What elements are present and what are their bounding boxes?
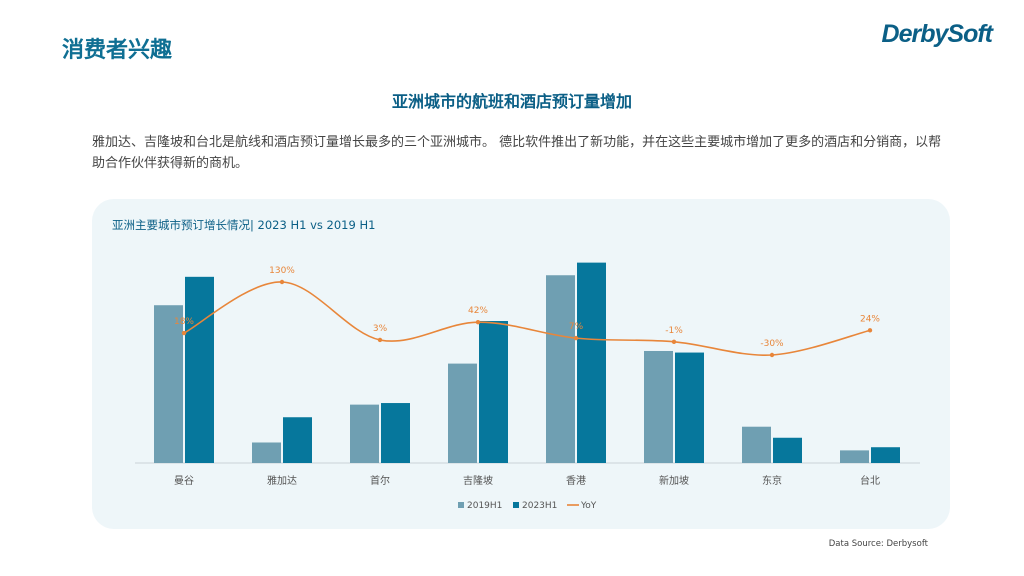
yoy-point <box>279 279 285 285</box>
description-text: 雅加达、吉隆坡和台北是航线和酒店预订量增长最多的三个亚洲城市。 德比软件推出了新… <box>92 135 942 171</box>
yoy-data-label: 3% <box>373 324 388 334</box>
yoy-point <box>377 337 383 343</box>
legend-label-2023h1: 2023H1 <box>522 501 557 511</box>
bar-2019h1 <box>644 350 673 463</box>
yoy-point <box>573 335 579 341</box>
section-subtitle: 亚洲城市的航班和酒店预订量增加 <box>391 92 632 111</box>
yoy-data-label: 7% <box>569 322 584 332</box>
x-tick-label: 雅加达 <box>267 474 297 487</box>
chart-title: 亚洲主要城市预订增长情况| 2023 H1 vs 2019 H1 <box>112 218 376 232</box>
legend-label-yoy: YoY <box>580 501 597 511</box>
legend-swatch-2019h1 <box>458 502 464 508</box>
bar-2023h1 <box>283 417 312 463</box>
yoy-point <box>867 328 873 333</box>
bar-2019h1 <box>448 363 477 463</box>
bar-2023h1 <box>381 403 410 463</box>
page-title: 消费者兴趣 <box>62 38 173 63</box>
bar-2019h1 <box>840 450 869 463</box>
x-tick-label: 曼谷 <box>174 475 194 487</box>
bar-2019h1 <box>546 275 575 463</box>
yoy-data-label: 18% <box>174 317 194 327</box>
x-tick-label: 东京 <box>762 474 782 487</box>
yoy-data-label: 24% <box>860 314 880 324</box>
bar-2019h1 <box>742 426 771 463</box>
x-tick-label: 香港 <box>566 475 586 487</box>
bar-2023h1 <box>773 437 802 463</box>
yoy-point <box>181 330 187 336</box>
x-tick-label: 首尔 <box>370 474 390 487</box>
yoy-data-label: 130% <box>269 266 295 276</box>
x-tick-label: 新加坡 <box>659 474 689 487</box>
x-tick-label: 台北 <box>860 474 880 487</box>
derbysoft-logo: DerbySoft <box>881 20 993 48</box>
legend-label-2019h1: 2019H1 <box>467 501 502 511</box>
yoy-point <box>769 352 775 358</box>
bar-2023h1 <box>577 262 606 463</box>
bar-2023h1 <box>185 276 214 463</box>
bar-2023h1 <box>479 321 508 463</box>
yoy-data-label: -1% <box>665 326 683 336</box>
chart-card <box>92 199 950 529</box>
data-source: Data Source: Derbysoft <box>828 539 928 549</box>
yoy-data-label: 42% <box>468 306 488 316</box>
bar-2019h1 <box>154 305 183 463</box>
bar-2023h1 <box>871 447 900 463</box>
bar-2023h1 <box>675 352 704 463</box>
legend-swatch-2023h1 <box>513 502 519 508</box>
yoy-point <box>475 319 481 325</box>
x-tick-label: 吉隆坡 <box>463 474 493 487</box>
bar-2019h1 <box>252 442 281 463</box>
yoy-point <box>671 339 677 344</box>
yoy-line <box>183 281 871 356</box>
yoy-data-label: -30% <box>760 339 784 349</box>
bar-2019h1 <box>350 404 379 463</box>
